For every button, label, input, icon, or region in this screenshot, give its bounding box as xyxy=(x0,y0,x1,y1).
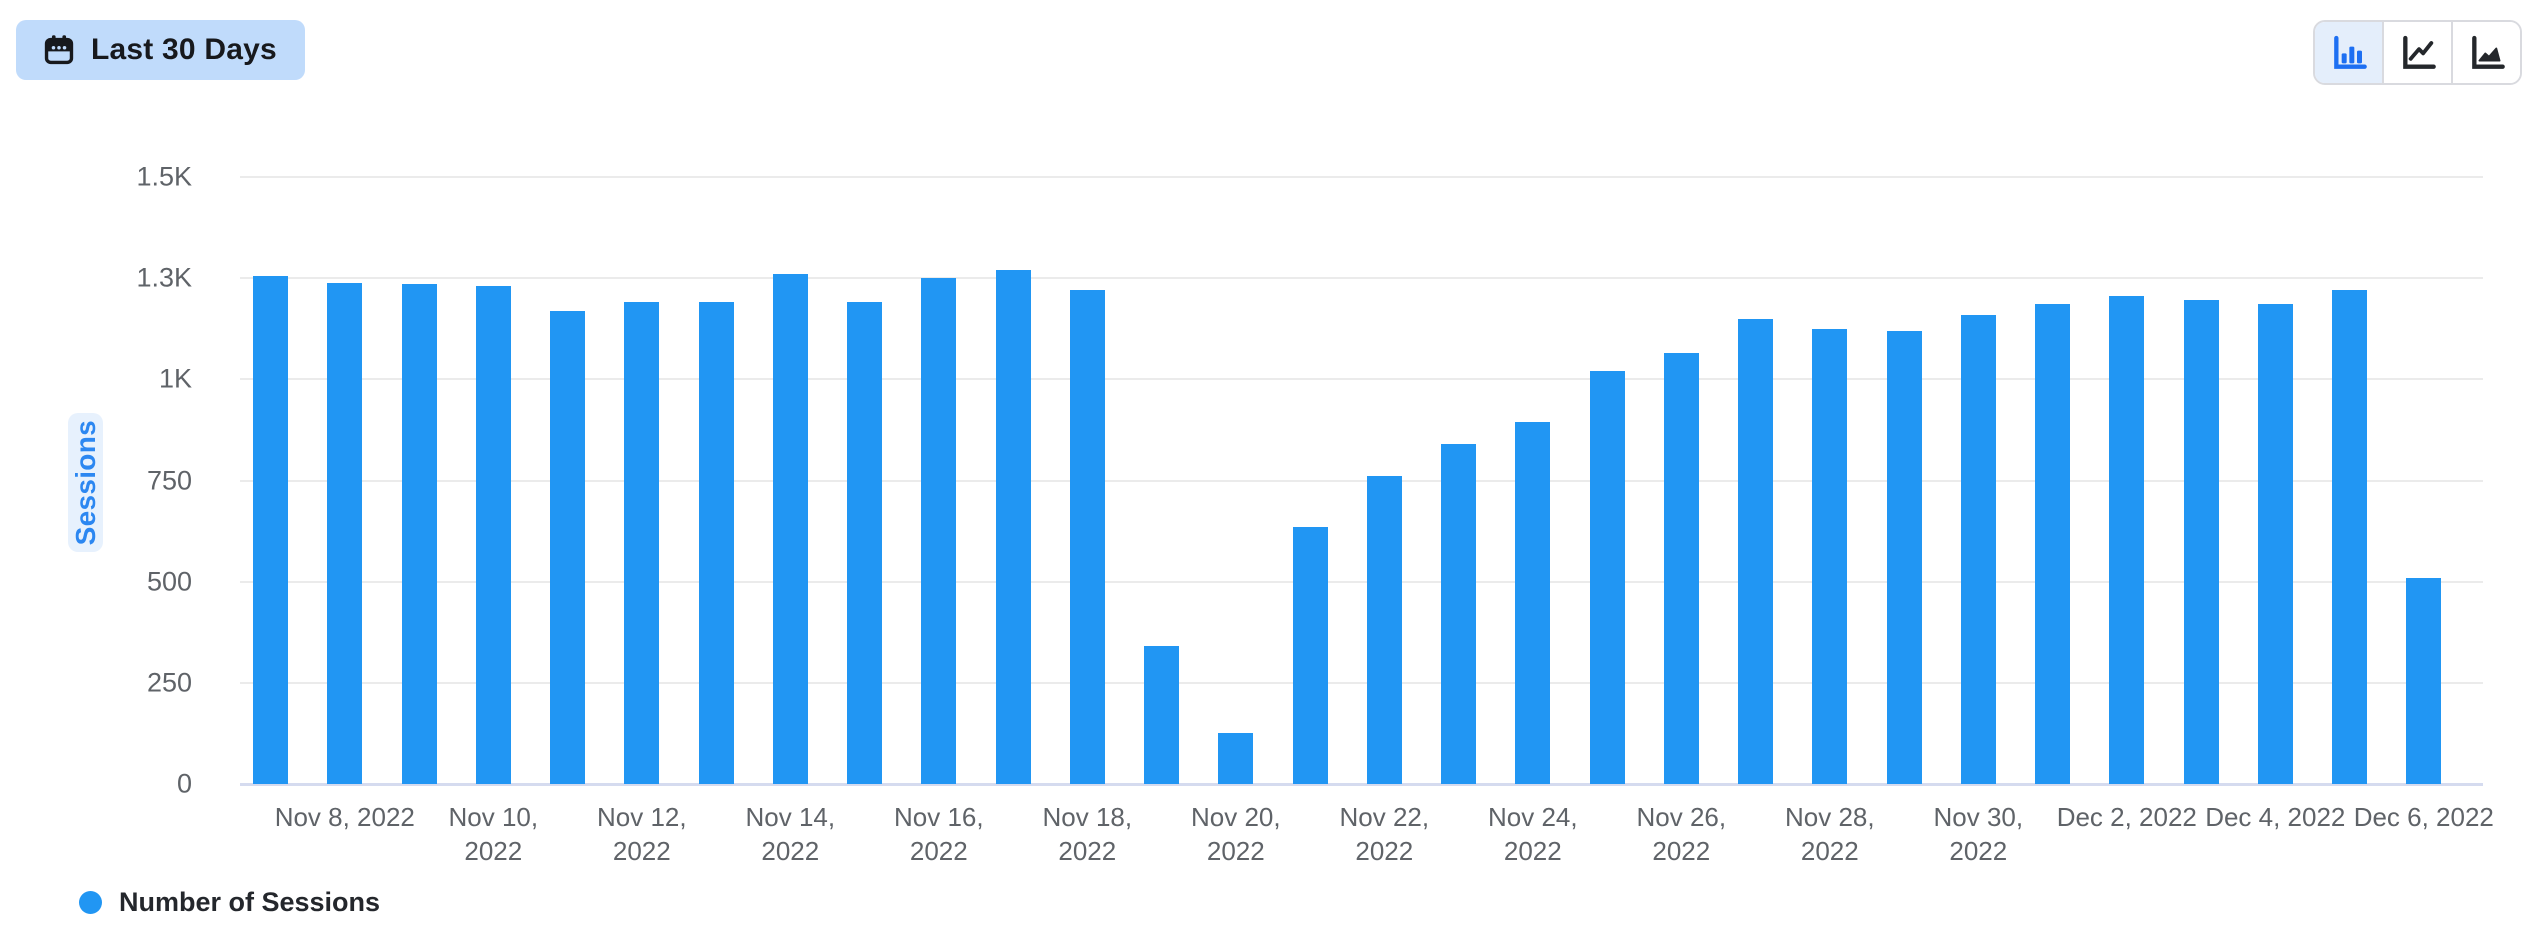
date-range-label: Last 30 Days xyxy=(91,33,277,66)
bar-dec-1-2022[interactable] xyxy=(2035,304,2070,784)
legend-dot-icon xyxy=(79,890,102,914)
line-chart-icon xyxy=(2398,33,2438,73)
legend: Number of Sessions xyxy=(79,884,380,920)
bar-nov-7-2022[interactable] xyxy=(253,276,288,784)
bar-nov-12-2022[interactable] xyxy=(624,302,660,784)
y-tick-label: 0 xyxy=(176,768,192,799)
chart-type-toggle-group xyxy=(2313,20,2522,85)
bar-dec-4-2022[interactable] xyxy=(2257,304,2293,784)
area-chart-view-button[interactable] xyxy=(2451,22,2520,83)
x-tick-label: Nov 16, 2022 xyxy=(893,802,984,866)
x-tick-label: Nov 30, 2022 xyxy=(1933,802,2024,866)
x-tick-label: Nov 14, 2022 xyxy=(745,802,836,866)
bar-nov-11-2022[interactable] xyxy=(550,311,585,784)
bar-nov-29-2022[interactable] xyxy=(1886,331,1922,784)
bar-nov-18-2022[interactable] xyxy=(1069,290,1105,784)
x-tick-label: Nov 12, 2022 xyxy=(596,802,687,866)
bar-nov-8-2022[interactable] xyxy=(327,283,363,784)
bar-dec-5-2022[interactable] xyxy=(2332,290,2367,784)
bar-nov-21-2022[interactable] xyxy=(1292,527,1328,784)
y-tick-label: 750 xyxy=(146,465,192,495)
legend-label: Number of Sessions xyxy=(119,886,381,917)
bar-nov-16-2022[interactable] xyxy=(921,278,957,784)
bar-dec-6-2022[interactable] xyxy=(2406,578,2442,784)
gridline-1.5K xyxy=(240,176,2483,178)
gridline-250 xyxy=(240,681,2483,684)
calendar-icon xyxy=(42,33,76,67)
bar-dec-2-2022[interactable] xyxy=(2109,296,2145,784)
bar-nov-19-2022[interactable] xyxy=(1144,646,1179,784)
bar-dec-3-2022[interactable] xyxy=(2183,300,2219,784)
x-tick-label: Dec 4, 2022 xyxy=(2205,802,2346,832)
x-tick-label: Dec 6, 2022 xyxy=(2353,802,2494,832)
gridline-0 xyxy=(240,783,2483,786)
bar-nov-20-2022[interactable] xyxy=(1218,733,1254,784)
y-tick-label: 1K xyxy=(158,363,192,394)
bar-nov-14-2022[interactable] xyxy=(772,274,808,784)
y-axis-title: Sessions xyxy=(69,419,101,546)
bar-nov-9-2022[interactable] xyxy=(401,284,437,784)
x-tick-label: Nov 24, 2022 xyxy=(1487,802,1578,866)
x-tick-label: Nov 18, 2022 xyxy=(1042,802,1133,866)
x-tick-label: Nov 26, 2022 xyxy=(1636,802,1727,866)
bar-nov-28-2022[interactable] xyxy=(1812,329,1848,784)
bar-nov-25-2022[interactable] xyxy=(1589,371,1625,784)
date-range-button[interactable]: Last 30 Days xyxy=(16,20,305,80)
gridline-750 xyxy=(240,479,2483,482)
gridline-1K xyxy=(240,378,2483,381)
x-tick-label: Nov 28, 2022 xyxy=(1784,802,1875,866)
bar-nov-30-2022[interactable] xyxy=(1960,315,1996,784)
gridline-500 xyxy=(240,580,2483,583)
y-axis-title-pill: Sessions xyxy=(68,413,103,552)
bar-nov-10-2022[interactable] xyxy=(475,286,511,784)
x-tick-label: Nov 10, 2022 xyxy=(448,802,539,866)
bar-chart-icon xyxy=(2329,33,2369,73)
bar-nov-22-2022[interactable] xyxy=(1366,476,1402,784)
x-tick-label: Nov 8, 2022 xyxy=(274,802,415,832)
gridline-1.3K xyxy=(240,277,2483,280)
x-tick-label: Nov 20, 2022 xyxy=(1190,802,1281,866)
x-tick-label: Dec 2, 2022 xyxy=(2056,802,2197,832)
line-chart-view-button[interactable] xyxy=(2382,22,2451,83)
y-tick-label: 1.3K xyxy=(136,262,192,293)
bar-chart-view-button[interactable] xyxy=(2315,22,2382,83)
bar-nov-26-2022[interactable] xyxy=(1663,353,1699,784)
bar-nov-27-2022[interactable] xyxy=(1738,319,1773,784)
bar-nov-17-2022[interactable] xyxy=(995,270,1031,784)
y-tick-label: 250 xyxy=(146,667,192,698)
bar-nov-24-2022[interactable] xyxy=(1515,422,1551,784)
y-tick-label: 500 xyxy=(146,566,192,597)
bar-nov-15-2022[interactable] xyxy=(847,302,882,784)
y-tick-label: 1.5K xyxy=(136,161,192,192)
area-chart-icon xyxy=(2467,33,2507,73)
bar-nov-13-2022[interactable] xyxy=(698,302,734,784)
x-tick-label: Nov 22, 2022 xyxy=(1339,802,1430,866)
bar-nov-23-2022[interactable] xyxy=(1441,444,1476,784)
